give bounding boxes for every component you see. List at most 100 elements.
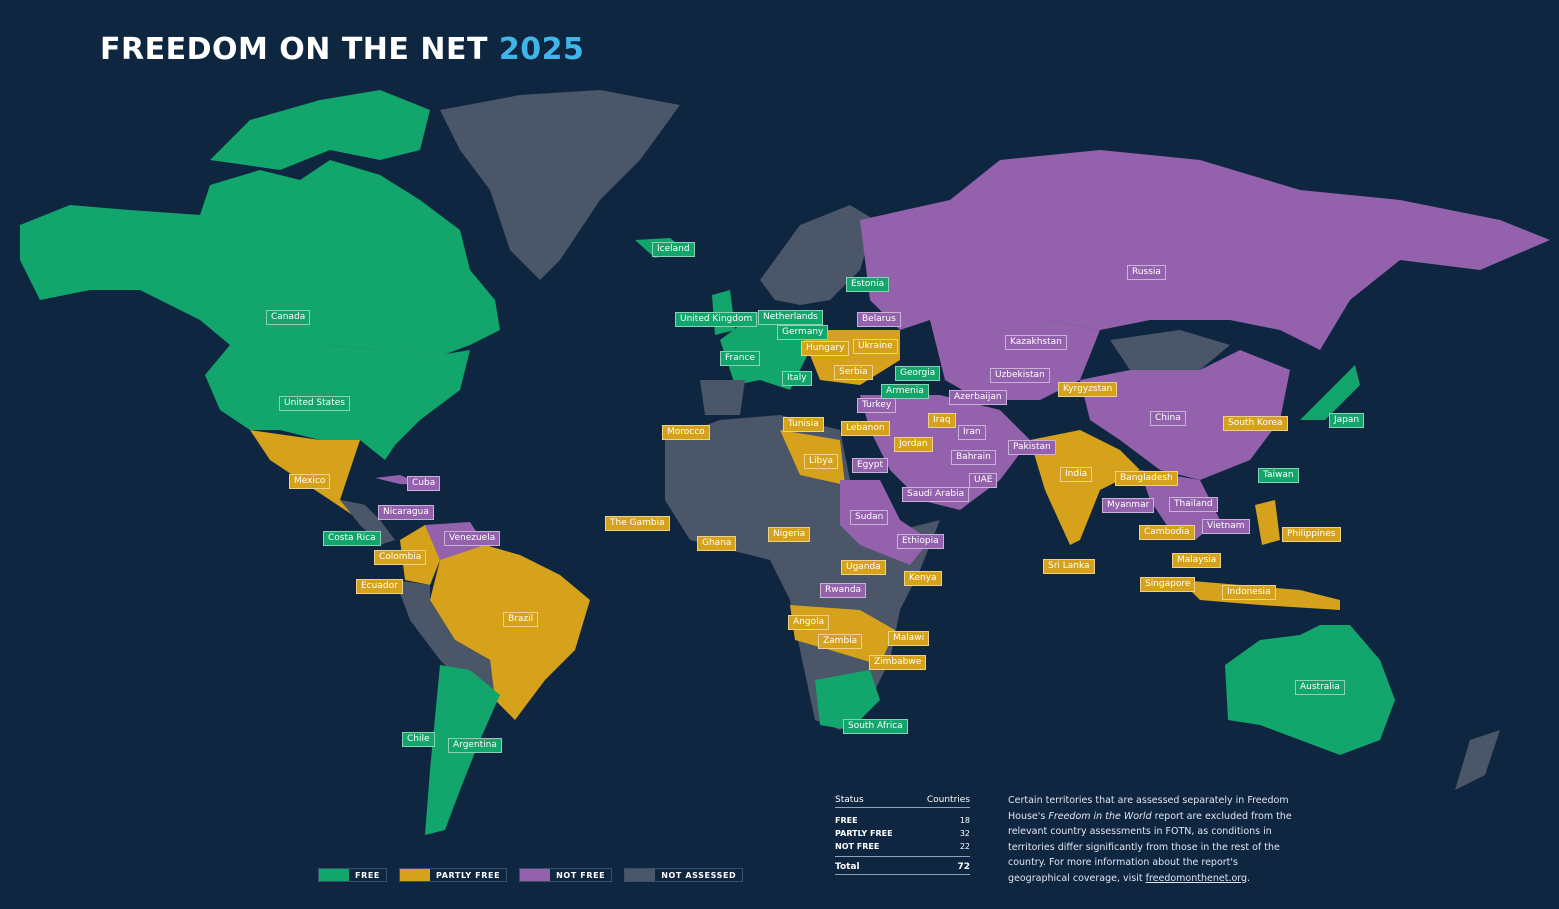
- legend-item-partly-free: PARTLY FREE: [398, 868, 508, 882]
- country-label-argentina: Argentina: [448, 738, 502, 753]
- country-label-hungary: Hungary: [801, 341, 850, 356]
- country-label-myanmar: Myanmar: [1102, 498, 1155, 513]
- country-label-cambodia: Cambodia: [1139, 525, 1195, 540]
- table-header: Status Countries: [835, 795, 970, 808]
- table-row: PARTLY FREE 32: [835, 829, 970, 838]
- map-legend: FREE PARTLY FREE NOT FREE NOT ASSESSED: [318, 868, 744, 882]
- country-label-zimbabwe: Zimbabwe: [869, 655, 927, 670]
- country-label-china: China: [1150, 411, 1186, 426]
- country-label-uganda: Uganda: [841, 560, 886, 575]
- country-label-the-gambia: The Gambia: [605, 516, 670, 531]
- country-label-serbia: Serbia: [834, 365, 873, 380]
- country-label-kazakhstan: Kazakhstan: [1005, 335, 1067, 350]
- region-central-america: [340, 500, 395, 545]
- country-label-ukraine: Ukraine: [853, 339, 898, 354]
- country-label-estonia: Estonia: [846, 277, 890, 292]
- region-mongolia: [1110, 330, 1230, 370]
- country-label-brazil: Brazil: [503, 612, 539, 627]
- country-label-uzbekistan: Uzbekistan: [990, 368, 1050, 383]
- country-label-tunisia: Tunisia: [783, 417, 824, 432]
- country-label-italy: Italy: [782, 371, 812, 386]
- country-label-jordan: Jordan: [894, 437, 933, 452]
- region-japan: [1300, 365, 1360, 420]
- country-label-libya: Libya: [804, 454, 839, 469]
- legend-label: FREE: [355, 870, 380, 880]
- country-label-south-korea: South Korea: [1223, 416, 1288, 431]
- country-label-australia: Australia: [1295, 680, 1345, 695]
- table-total-row: Total 72: [835, 856, 970, 875]
- country-label-saudi-arabia: Saudi Arabia: [902, 487, 970, 502]
- country-label-iran: Iran: [958, 425, 986, 440]
- country-label-germany: Germany: [777, 325, 829, 340]
- table-row: NOT FREE 22: [835, 842, 970, 851]
- country-label-japan: Japan: [1329, 413, 1365, 428]
- country-label-belarus: Belarus: [857, 312, 901, 327]
- map-title: FREEDOM ON THE NET 2025: [100, 32, 585, 67]
- country-label-france: France: [720, 351, 760, 366]
- legend-swatch: [625, 869, 656, 881]
- country-label-armenia: Armenia: [881, 384, 929, 399]
- region-india: [1030, 430, 1140, 545]
- country-label-rwanda: Rwanda: [820, 583, 867, 598]
- website-link[interactable]: freedomonthenet.org: [1145, 872, 1248, 884]
- region-russia: [860, 150, 1550, 350]
- region-arctic-islands: [210, 90, 430, 170]
- status-table: Status Countries FREE 18 PARTLY FREE 32 NOT…: [835, 795, 970, 875]
- country-label-costa-rica: Costa Rica: [323, 531, 381, 546]
- country-label-netherlands: Netherlands: [758, 310, 823, 325]
- country-label-philippines: Philippines: [1282, 527, 1341, 542]
- country-label-united-states: United States: [279, 396, 350, 411]
- region-iberia: [700, 380, 745, 415]
- legend-item-free: FREE: [318, 868, 387, 882]
- table-row: FREE 18: [835, 816, 970, 825]
- country-label-kenya: Kenya: [904, 571, 942, 586]
- country-label-kyrgyzstan: Kyrgyzstan: [1058, 382, 1118, 397]
- region-brazil: [430, 545, 590, 720]
- country-label-egypt: Egypt: [852, 458, 888, 473]
- country-label-ecuador: Ecuador: [356, 579, 403, 594]
- legend-item-not-assessed: NOT ASSESSED: [624, 868, 744, 882]
- country-label-lebanon: Lebanon: [841, 421, 890, 436]
- country-label-vietnam: Vietnam: [1202, 519, 1250, 534]
- country-label-chile: Chile: [402, 732, 435, 747]
- country-label-mexico: Mexico: [289, 474, 331, 489]
- country-label-sri-lanka: Sri Lanka: [1043, 559, 1095, 574]
- country-label-angola: Angola: [788, 615, 830, 630]
- country-label-united-kingdom: United Kingdom: [675, 312, 758, 327]
- country-label-russia: Russia: [1127, 265, 1166, 280]
- country-label-nicaragua: Nicaragua: [378, 505, 434, 520]
- country-label-bahrain: Bahrain: [951, 450, 996, 465]
- country-label-pakistan: Pakistan: [1008, 440, 1056, 455]
- country-label-georgia: Georgia: [895, 366, 941, 381]
- country-label-thailand: Thailand: [1169, 497, 1218, 512]
- country-label-malawi: Malawi: [888, 631, 930, 646]
- legend-label: PARTLY FREE: [435, 870, 501, 880]
- country-label-canada: Canada: [266, 310, 311, 325]
- legend-label: NOT ASSESSED: [661, 870, 737, 880]
- region-canada: [20, 160, 500, 360]
- country-label-south-africa: South Africa: [843, 719, 908, 734]
- country-label-malaysia: Malaysia: [1172, 553, 1222, 568]
- country-label-taiwan: Taiwan: [1258, 468, 1299, 483]
- country-label-azerbaijan: Azerbaijan: [949, 390, 1007, 405]
- country-label-morocco: Morocco: [662, 425, 710, 440]
- country-label-bangladesh: Bangladesh: [1115, 471, 1178, 486]
- country-label-sudan: Sudan: [850, 510, 889, 525]
- country-label-uae: UAE: [969, 473, 998, 488]
- country-label-colombia: Colombia: [374, 550, 427, 565]
- country-label-ghana: Ghana: [697, 536, 737, 551]
- country-label-indonesia: Indonesia: [1222, 585, 1276, 600]
- region-philippines: [1255, 500, 1280, 545]
- country-label-venezuela: Venezuela: [444, 531, 501, 546]
- legend-item-not-free: NOT FREE: [519, 868, 613, 882]
- country-label-iceland: Iceland: [652, 242, 695, 257]
- coverage-note: Certain territories that are assessed se…: [1008, 795, 1292, 884]
- legend-swatch: [319, 869, 349, 881]
- country-label-ethiopia: Ethiopia: [897, 534, 944, 549]
- region-greenland: [440, 90, 680, 280]
- country-label-india: India: [1060, 467, 1093, 482]
- country-label-cuba: Cuba: [407, 476, 441, 491]
- country-label-turkey: Turkey: [857, 398, 897, 413]
- region-south-africa: [815, 670, 880, 730]
